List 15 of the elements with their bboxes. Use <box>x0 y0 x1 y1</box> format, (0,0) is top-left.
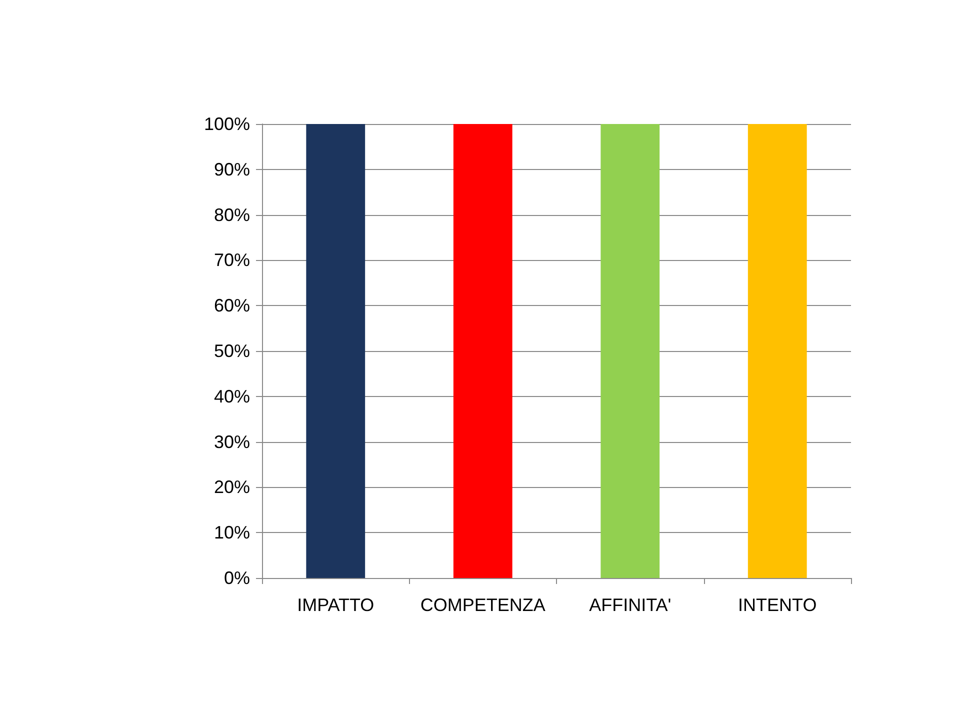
x-tick-label: INTENTO <box>738 595 817 615</box>
y-tick-label: 60% <box>214 296 250 316</box>
y-tick-label: 100% <box>204 114 250 134</box>
x-tick-label: IMPATTO <box>297 595 374 615</box>
y-tick-label: 70% <box>214 250 250 270</box>
y-tick-label: 10% <box>214 522 250 543</box>
y-tick-label: 90% <box>214 159 250 180</box>
y-tick-label: 30% <box>214 432 250 452</box>
x-tick-label: COMPETENZA <box>420 595 546 615</box>
y-tick-label: 50% <box>214 341 250 361</box>
y-tick-label: 20% <box>214 477 250 498</box>
x-tick-label: AFFINITA' <box>589 595 672 615</box>
y-tick-label: 80% <box>214 204 250 225</box>
y-tick-label: 40% <box>214 386 250 406</box>
y-tick-label: 0% <box>224 568 250 588</box>
